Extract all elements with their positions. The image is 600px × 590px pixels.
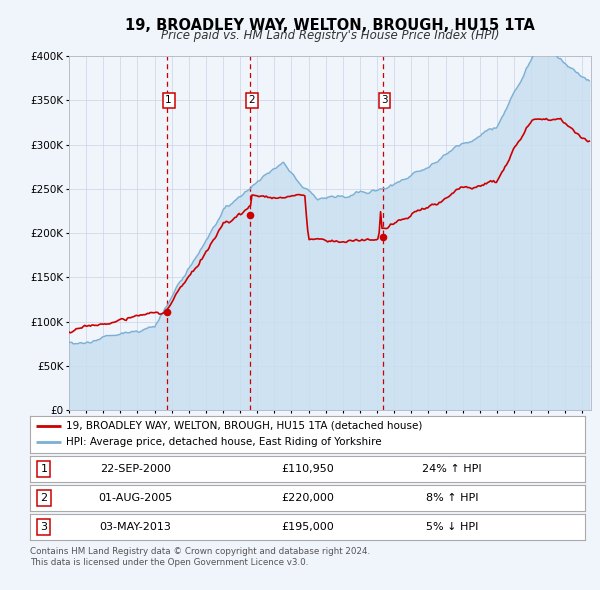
Text: 3: 3 [40,522,47,532]
Text: 19, BROADLEY WAY, WELTON, BROUGH, HU15 1TA (detached house): 19, BROADLEY WAY, WELTON, BROUGH, HU15 1… [66,421,422,431]
Text: 1: 1 [40,464,47,474]
Text: 1: 1 [165,96,172,105]
Text: 2: 2 [248,96,255,105]
Text: 03-MAY-2013: 03-MAY-2013 [100,522,172,532]
Text: £220,000: £220,000 [281,493,334,503]
Text: Contains HM Land Registry data © Crown copyright and database right 2024.: Contains HM Land Registry data © Crown c… [30,547,370,556]
Text: 22-SEP-2000: 22-SEP-2000 [100,464,171,474]
Text: 5% ↓ HPI: 5% ↓ HPI [425,522,478,532]
Text: HPI: Average price, detached house, East Riding of Yorkshire: HPI: Average price, detached house, East… [66,437,382,447]
Text: 8% ↑ HPI: 8% ↑ HPI [425,493,478,503]
Text: Price paid vs. HM Land Registry's House Price Index (HPI): Price paid vs. HM Land Registry's House … [161,30,499,42]
Text: This data is licensed under the Open Government Licence v3.0.: This data is licensed under the Open Gov… [30,558,308,566]
Text: 2: 2 [40,493,47,503]
Text: £195,000: £195,000 [281,522,334,532]
Text: 24% ↑ HPI: 24% ↑ HPI [422,464,482,474]
Text: 01-AUG-2005: 01-AUG-2005 [98,493,173,503]
Text: £110,950: £110,950 [281,464,334,474]
Text: 19, BROADLEY WAY, WELTON, BROUGH, HU15 1TA: 19, BROADLEY WAY, WELTON, BROUGH, HU15 1… [125,18,535,32]
Text: 3: 3 [381,96,388,105]
